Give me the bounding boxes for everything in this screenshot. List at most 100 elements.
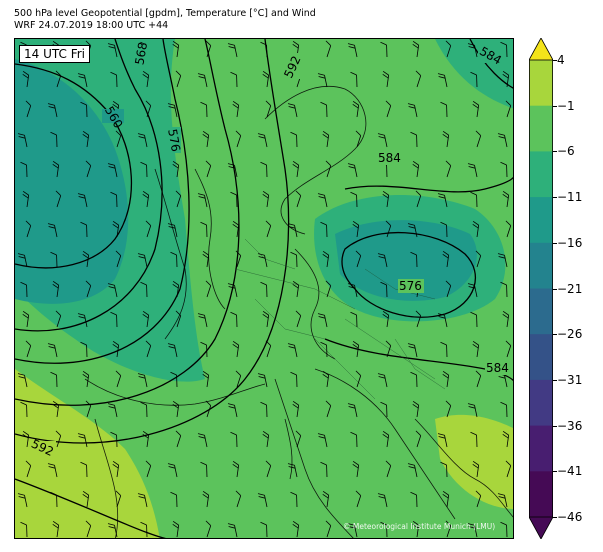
wind-barb	[167, 463, 178, 478]
wind-barb	[347, 523, 358, 538]
wind-barb	[107, 163, 118, 178]
wind-barb	[197, 193, 208, 208]
colorbar-tick-mark	[553, 379, 557, 381]
colorbar-bands	[529, 60, 553, 518]
wind-barb	[82, 490, 90, 508]
colorbar-frame	[529, 59, 553, 518]
wind-barb	[197, 433, 208, 448]
wind-barb	[502, 70, 510, 88]
wind-barb	[230, 71, 238, 88]
wind-barb	[200, 221, 208, 238]
wind-barb	[55, 70, 62, 88]
wind-barb	[265, 460, 272, 478]
wind-barb	[82, 250, 90, 268]
wind-barb	[500, 401, 508, 418]
wind-barb	[257, 373, 268, 388]
wind-barb	[440, 341, 448, 358]
wind-barb	[25, 100, 32, 118]
wind-barb	[140, 281, 148, 298]
wind-barb	[137, 253, 148, 268]
wind-barb	[467, 283, 478, 298]
wind-barb	[115, 490, 122, 508]
wind-barb	[320, 461, 328, 478]
wind-barb	[85, 520, 92, 538]
wind-barb	[115, 250, 122, 268]
wind-barb	[172, 40, 180, 58]
wind-barb	[172, 280, 180, 298]
wind-barb	[497, 133, 508, 148]
colorbar-tick-mark	[553, 60, 557, 61]
wind-barb	[257, 493, 268, 508]
wind-barb	[385, 100, 392, 118]
wind-barb	[110, 431, 118, 448]
wind-barb	[467, 43, 478, 58]
wind-barb	[380, 401, 388, 418]
wind-barb	[325, 280, 332, 298]
wind-barb	[437, 193, 448, 208]
colorbar-tick-mark	[553, 425, 557, 427]
wind-barb	[47, 463, 58, 478]
colorbar-tick-mark	[553, 517, 557, 518]
wind-barb	[290, 131, 298, 148]
wind-barb	[110, 71, 118, 88]
temperature-colorbar	[529, 38, 553, 539]
wind-barb	[200, 101, 208, 118]
wind-barb	[82, 130, 90, 148]
wind-barb	[85, 160, 92, 178]
wind-barb	[167, 343, 178, 358]
wind-barb	[287, 223, 298, 238]
wind-barb	[25, 340, 32, 358]
wind-barb	[172, 520, 180, 538]
contour-label-576-east: 576	[399, 279, 422, 293]
wind-barb	[235, 130, 242, 148]
colorbar-tick-label: −6	[557, 144, 575, 159]
colorbar-tick-label: −41	[557, 464, 583, 479]
wind-barb	[320, 341, 328, 358]
colorbar-tick-label: 4	[557, 53, 565, 67]
wind-barb	[112, 340, 120, 358]
colorbar-band	[529, 471, 553, 518]
colorbar-min-arrow	[529, 516, 553, 539]
colorbar-band	[529, 379, 553, 427]
wind-barb	[377, 133, 388, 148]
wind-barb	[442, 490, 450, 508]
wind-barb	[80, 101, 88, 118]
temp-fill-cold-core	[15, 59, 129, 304]
wind-barb	[140, 521, 148, 538]
colorbar-tick-label: −31	[557, 372, 583, 387]
wind-barb	[265, 100, 272, 118]
wind-barb	[355, 370, 362, 388]
wind-barb	[85, 280, 92, 298]
wind-barb	[145, 220, 152, 238]
colorbar-tick-label: −16	[557, 235, 583, 250]
wind-barb	[407, 223, 418, 238]
wind-barb	[107, 43, 118, 58]
colorbar-tick-mark	[553, 151, 557, 153]
wind-barb	[380, 41, 388, 58]
wind-barb	[355, 490, 362, 508]
wind-barb	[140, 161, 148, 178]
wind-barb	[290, 491, 298, 508]
wind-barb	[52, 160, 60, 178]
wind-barb	[232, 460, 240, 478]
wind-barb	[382, 190, 390, 208]
wind-barb	[227, 283, 238, 298]
wind-barb	[20, 281, 28, 298]
wind-barb	[25, 220, 32, 238]
wind-barb	[325, 160, 332, 178]
wind-barb	[445, 40, 452, 58]
wind-barb	[137, 133, 148, 148]
wind-barb	[17, 493, 28, 508]
weather-map[interactable]: 560 568 576 592 584 584 576 584 592 © Me…	[14, 38, 514, 539]
wind-barb	[137, 373, 148, 388]
wind-barb	[145, 100, 152, 118]
wind-barb	[52, 400, 60, 418]
colorbar-tick-label: −36	[557, 418, 583, 433]
title-line-1: 500 hPa level Geopotential [gpdm], Tempe…	[14, 8, 316, 19]
colorbar-tick-mark	[553, 105, 557, 107]
wind-barb	[317, 193, 328, 208]
wind-barb	[142, 430, 150, 448]
wind-barb	[317, 313, 328, 328]
wind-barb	[55, 190, 62, 208]
wind-barb	[445, 520, 452, 538]
